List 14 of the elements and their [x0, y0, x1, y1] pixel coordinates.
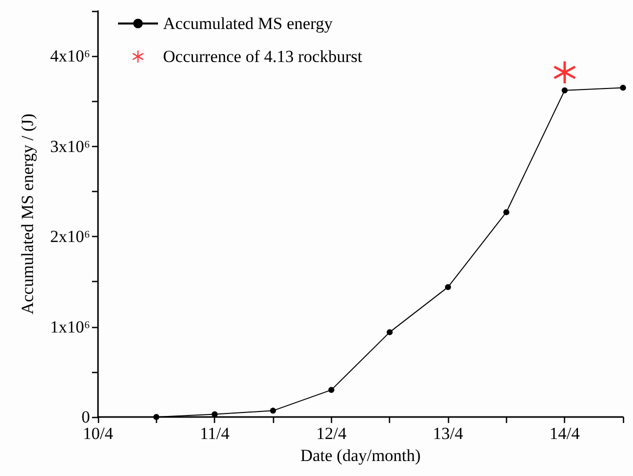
y-tick-label: 2x10⁶	[50, 227, 90, 246]
y-axis-title: Accumulated MS energy / (J)	[18, 114, 37, 314]
y-tick-label: 0	[82, 408, 90, 426]
x-tick-label: 11/4	[200, 424, 230, 443]
x-tick-label: 10/4	[82, 424, 114, 443]
x-axis-title: Date (day/month)	[300, 446, 421, 465]
x-tick-label: 12/4	[316, 424, 347, 443]
x-tick-label: 13/4	[432, 424, 464, 443]
y-tick-label: 1x10⁶	[50, 317, 90, 336]
legend-label: Accumulated MS energy	[163, 14, 334, 33]
x-tick-label: 14/4	[550, 424, 580, 443]
legend-label: Occurrence of 4.13 rockburst	[163, 47, 362, 66]
y-tick-label: 4x10⁶	[50, 46, 90, 66]
y-tick-label: 3x10⁶	[50, 136, 90, 156]
